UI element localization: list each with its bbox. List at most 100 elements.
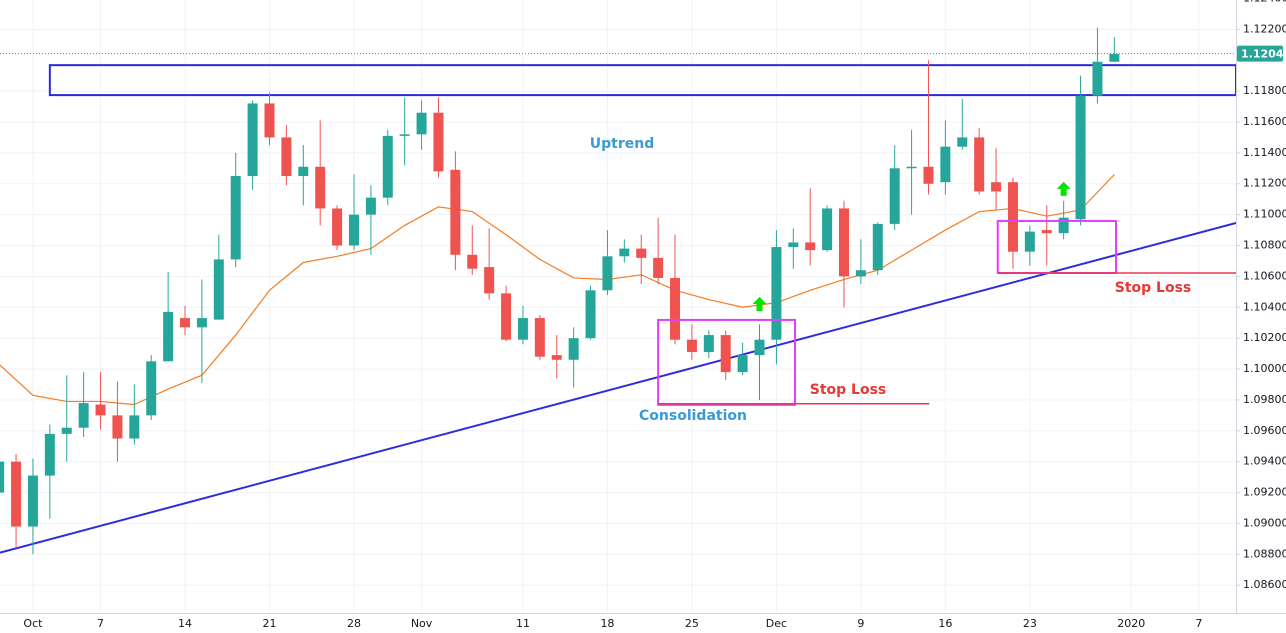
annotation: Stop Loss [810, 382, 887, 398]
candle-body [940, 146, 951, 183]
annotation: Uptrend [590, 136, 654, 152]
candle-body [399, 134, 410, 136]
current-price-tag [1237, 45, 1283, 62]
y-tick-label: 1.11800 [1243, 84, 1286, 97]
candle-body [298, 166, 309, 177]
candle-body [348, 214, 359, 246]
y-tick-label: 1.09400 [1243, 455, 1286, 468]
x-tick-label: 9 [857, 617, 864, 630]
candle-body [1092, 61, 1103, 96]
candle-body [653, 257, 664, 278]
consolidation-box [657, 318, 796, 406]
candle-body [1109, 54, 1120, 62]
candle-body [636, 248, 647, 258]
resistance-zone [48, 64, 1236, 97]
x-tick-label: 16 [938, 617, 952, 630]
y-tick-label: 1.08800 [1243, 547, 1286, 560]
candle-body [0, 461, 5, 493]
candle-body [889, 168, 900, 224]
candle-body [1041, 230, 1052, 234]
y-tick-label: 1.11200 [1243, 177, 1286, 190]
y-tick-label: 1.08600 [1243, 578, 1286, 591]
x-tick-label: 11 [516, 617, 530, 630]
candle-body [788, 242, 799, 248]
candle-body [585, 290, 596, 339]
candle-body [163, 311, 174, 362]
candle-body [957, 137, 968, 147]
candle-body [332, 208, 343, 246]
candle-body [805, 242, 816, 251]
signal-arrow [1056, 181, 1071, 196]
candle-body [568, 338, 579, 360]
candle-body [315, 166, 326, 209]
candle-body [974, 137, 985, 192]
signal-arrow [752, 296, 767, 311]
y-tick-label: 1.10000 [1243, 362, 1286, 375]
x-tick-label: 2020 [1117, 617, 1145, 630]
x-tick-label: 23 [1023, 617, 1037, 630]
y-tick-label: 1.11000 [1243, 208, 1286, 221]
candle-body [196, 318, 207, 328]
candle-body [382, 135, 393, 198]
candle-body [872, 223, 883, 271]
x-tick-label: Nov [411, 617, 433, 630]
y-tick-label: 1.11400 [1243, 146, 1286, 159]
y-tick-label: 1.12400 [1243, 0, 1286, 4]
candle-body [991, 182, 1002, 192]
candle-body [602, 256, 613, 291]
y-tick-label: 1.09800 [1243, 393, 1286, 406]
y-tick-label: 1.10600 [1243, 269, 1286, 282]
candle-body [281, 137, 292, 177]
candle-body [264, 103, 275, 138]
candle-body [11, 461, 22, 527]
candle-body [180, 318, 191, 328]
candle-body [906, 166, 917, 169]
candle-body [95, 404, 106, 416]
x-tick-label: 7 [97, 617, 104, 630]
candle-body [61, 427, 72, 434]
candle-body [365, 197, 376, 215]
candle-body [1007, 182, 1018, 252]
x-tick-label: 18 [600, 617, 614, 630]
candle-body [703, 335, 714, 353]
plot-area [0, 0, 1236, 613]
candle-body [129, 415, 140, 439]
trendline [0, 221, 1236, 554]
y-tick-label: 1.09600 [1243, 424, 1286, 437]
y-tick-label: 1.10800 [1243, 239, 1286, 252]
candle-body [78, 403, 89, 428]
annotation: Stop Loss [1115, 280, 1192, 296]
annotation: Consolidation [639, 408, 747, 424]
candle-body [923, 166, 934, 184]
candle-body [213, 259, 224, 320]
x-tick-label: 28 [347, 617, 361, 630]
candle-body [27, 475, 38, 527]
candle-body [433, 112, 444, 172]
y-tick-label: 1.10200 [1243, 331, 1286, 344]
x-tick-label: 7 [1195, 617, 1202, 630]
candle-body [720, 335, 731, 373]
candle-body [501, 293, 512, 340]
candle-body [619, 248, 630, 257]
x-tick-label: 25 [685, 617, 699, 630]
candle-body [737, 355, 748, 373]
candle-body [230, 176, 241, 260]
candle-body [416, 112, 427, 135]
y-tick-label: 1.09200 [1243, 486, 1286, 499]
candle-body [771, 247, 782, 340]
candle-body [1075, 95, 1086, 220]
y-tick-label: 1.11600 [1243, 115, 1286, 128]
candle-body [551, 355, 562, 360]
candle-body [855, 270, 866, 277]
current-price-label: 1.12043 [1241, 48, 1286, 61]
candle-body [450, 169, 461, 255]
candle-body [1024, 231, 1035, 252]
candle-body [517, 318, 528, 340]
x-tick-label: 21 [263, 617, 277, 630]
y-tick-label: 1.09000 [1243, 516, 1286, 529]
candle-body [534, 318, 545, 357]
x-tick-label: 14 [178, 617, 192, 630]
x-tick-label: Dec [766, 617, 787, 630]
candle-body [822, 208, 833, 251]
